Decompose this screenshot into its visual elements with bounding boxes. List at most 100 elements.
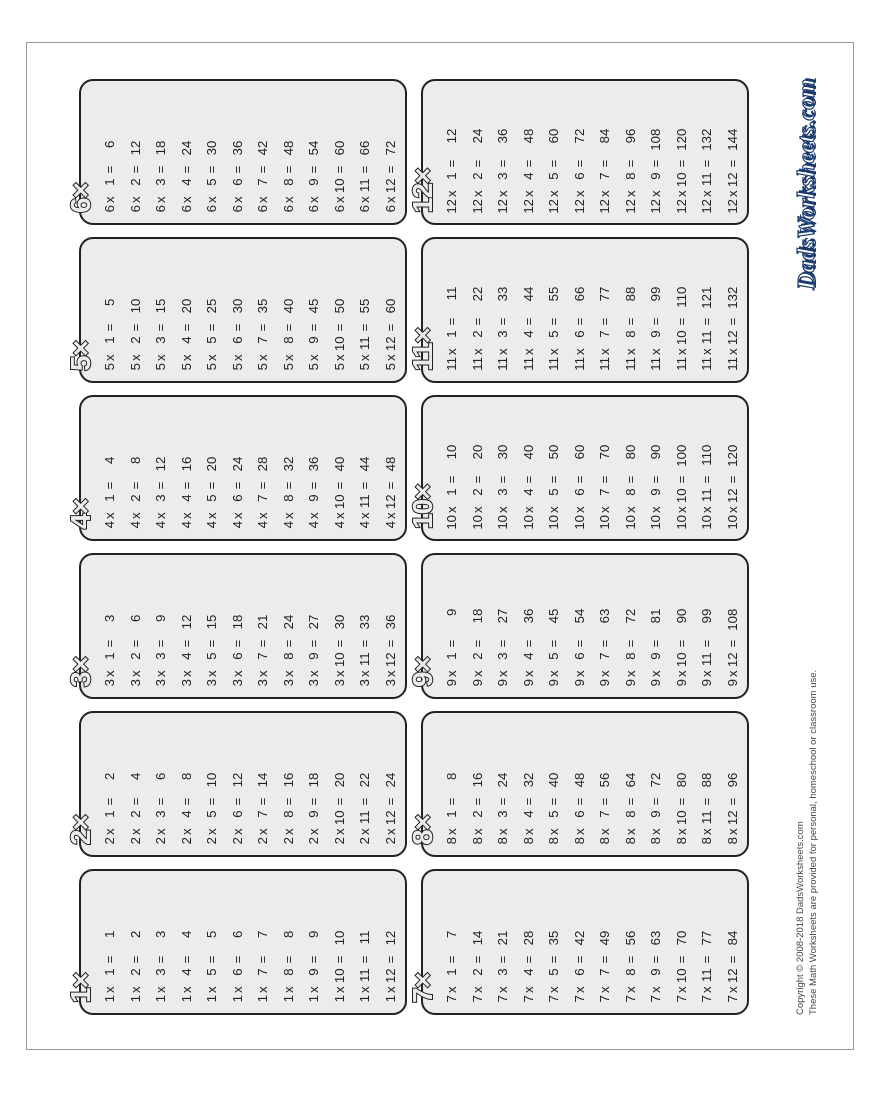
equation-row: 11x2=22 [471, 247, 484, 373]
equation-row: 12x4=48 [522, 89, 535, 215]
equation-row: 1x2=2 [129, 879, 142, 1005]
content-area: 1×1x1=11x2=21x3=31x4=41x5=51x6=61x7=71x8… [61, 79, 821, 1015]
equation-row: 11x9=99 [649, 247, 662, 373]
card-badge: 11× [409, 328, 437, 371]
card-badge: 3× [67, 657, 95, 687]
equation-row: 2x8=16 [282, 721, 295, 847]
equation-row: 3x1=3 [103, 563, 116, 689]
worksheet-page: 1×1x1=11x2=21x3=31x4=41x5=51x6=61x7=71x8… [26, 42, 854, 1050]
equation-row: 6x7=42 [256, 89, 269, 215]
times-table-card-1: 1×1x1=11x2=21x3=31x4=41x5=51x6=61x7=71x8… [79, 869, 407, 1015]
equation-row: 12x9=108 [649, 89, 662, 215]
equation-row: 9x8=72 [624, 563, 637, 689]
equation-row: 5x5=25 [205, 247, 218, 373]
equation-row: 11x7=77 [598, 247, 611, 373]
equation-row: 12x12=144 [726, 89, 739, 215]
equation-row: 6x4=24 [180, 89, 193, 215]
equation-row: 12x6=72 [573, 89, 586, 215]
equation-row: 7x1=7 [445, 879, 458, 1005]
times-table-card-4: 4×4x1=44x2=84x3=124x4=164x5=204x6=244x7=… [79, 395, 407, 541]
equation-row: 2x1=2 [103, 721, 116, 847]
equation-row: 9x11=99 [700, 563, 713, 689]
times-table-card-12: 12×12x1=1212x2=2412x3=3612x4=4812x5=6012… [421, 79, 749, 225]
equation-row: 12x10=120 [675, 89, 688, 215]
footer-copy: Copyright © 2008-2018 DadsWorksheets.com… [795, 670, 821, 1015]
times-table-card-7: 7×7x1=77x2=147x3=217x4=287x5=357x6=427x7… [421, 869, 749, 1015]
equation-row: 9x3=27 [496, 563, 509, 689]
equation-row: 10x7=70 [598, 405, 611, 531]
equation-row: 1x11=11 [358, 879, 371, 1005]
equation-row: 11x11=121 [700, 247, 713, 373]
equation-row: 3x3=9 [154, 563, 167, 689]
times-table-card-3: 3×3x1=33x2=63x3=93x4=123x5=153x6=183x7=2… [79, 553, 407, 699]
equation-row: 7x6=42 [573, 879, 586, 1005]
equation-row: 1x12=12 [384, 879, 397, 1005]
equation-row: 3x11=33 [358, 563, 371, 689]
equation-row: 7x9=63 [649, 879, 662, 1005]
equation-row: 4x3=12 [154, 405, 167, 531]
equation-row: 5x9=45 [307, 247, 320, 373]
equation-row: 6x8=48 [282, 89, 295, 215]
equation-row: 8x8=64 [624, 721, 637, 847]
equation-row: 8x7=56 [598, 721, 611, 847]
equation-row: 9x1=9 [445, 563, 458, 689]
times-table-card-8: 8×8x1=88x2=168x3=248x4=328x5=408x6=488x7… [421, 711, 749, 857]
equation-row: 10x3=30 [496, 405, 509, 531]
equation-row: 1x9=9 [307, 879, 320, 1005]
equation-row: 8x12=96 [726, 721, 739, 847]
equation-row: 3x12=36 [384, 563, 397, 689]
card-badge: 12× [409, 169, 437, 214]
usage-note: These Math Worksheets are provided for p… [808, 670, 821, 1015]
equation-row: 10x8=80 [624, 405, 637, 531]
equation-row: 1x3=3 [154, 879, 167, 1005]
equation-row: 3x9=27 [307, 563, 320, 689]
equation-row: 3x10=30 [333, 563, 346, 689]
equation-row: 6x11=66 [358, 89, 371, 215]
equation-row: 12x2=24 [471, 89, 484, 215]
equation-row: 8x4=32 [522, 721, 535, 847]
equation-row: 8x2=16 [471, 721, 484, 847]
equation-row: 1x4=4 [180, 879, 193, 1005]
equation-row: 7x10=70 [675, 879, 688, 1005]
equation-row: 3x5=15 [205, 563, 218, 689]
equation-row: 2x11=22 [358, 721, 371, 847]
equation-row: 12x5=60 [547, 89, 560, 215]
equation-row: 2x4=8 [180, 721, 193, 847]
equation-row: 4x7=28 [256, 405, 269, 531]
equation-row: 8x11=88 [700, 721, 713, 847]
card-badge: 9× [409, 657, 437, 687]
equation-row: 11x5=55 [547, 247, 560, 373]
equation-row: 4x10=40 [333, 405, 346, 531]
equation-row: 2x5=10 [205, 721, 218, 847]
equation-row: 12x8=96 [624, 89, 637, 215]
equation-row: 7x3=21 [496, 879, 509, 1005]
equation-row: 2x10=20 [333, 721, 346, 847]
equation-row: 6x5=30 [205, 89, 218, 215]
card-badge: 5× [67, 341, 95, 371]
equation-row: 11x6=66 [573, 247, 586, 373]
equation-row: 5x8=40 [282, 247, 295, 373]
equation-row: 5x11=55 [358, 247, 371, 373]
equation-row: 11x8=88 [624, 247, 637, 373]
equation-row: 8x3=24 [496, 721, 509, 847]
equation-row: 9x2=18 [471, 563, 484, 689]
equation-row: 10x12=120 [726, 405, 739, 531]
times-table-card-11: 11×11x1=1111x2=2211x3=3311x4=4411x5=5511… [421, 237, 749, 383]
equation-row: 11x4=44 [522, 247, 535, 373]
times-table-card-10: 10×10x1=1010x2=2010x3=3010x4=4010x5=5010… [421, 395, 749, 541]
equation-row: 1x6=6 [231, 879, 244, 1005]
equation-row: 10x5=50 [547, 405, 560, 531]
rotated-content: 1×1x1=11x2=21x3=31x4=41x5=51x6=61x7=71x8… [61, 79, 821, 1015]
equation-row: 4x1=4 [103, 405, 116, 531]
equation-row: 3x8=24 [282, 563, 295, 689]
equation-row: 8x6=48 [573, 721, 586, 847]
equation-row: 9x5=45 [547, 563, 560, 689]
card-badge: 2× [67, 815, 95, 845]
equation-row: 1x7=7 [256, 879, 269, 1005]
equation-row: 10x4=40 [522, 405, 535, 531]
equation-row: 4x5=20 [205, 405, 218, 531]
equation-row: 9x12=108 [726, 563, 739, 689]
equation-row: 5x10=50 [333, 247, 346, 373]
card-badge: 10× [409, 485, 437, 530]
copyright-text: Copyright © 2008-2018 DadsWorksheets.com [795, 670, 808, 1015]
